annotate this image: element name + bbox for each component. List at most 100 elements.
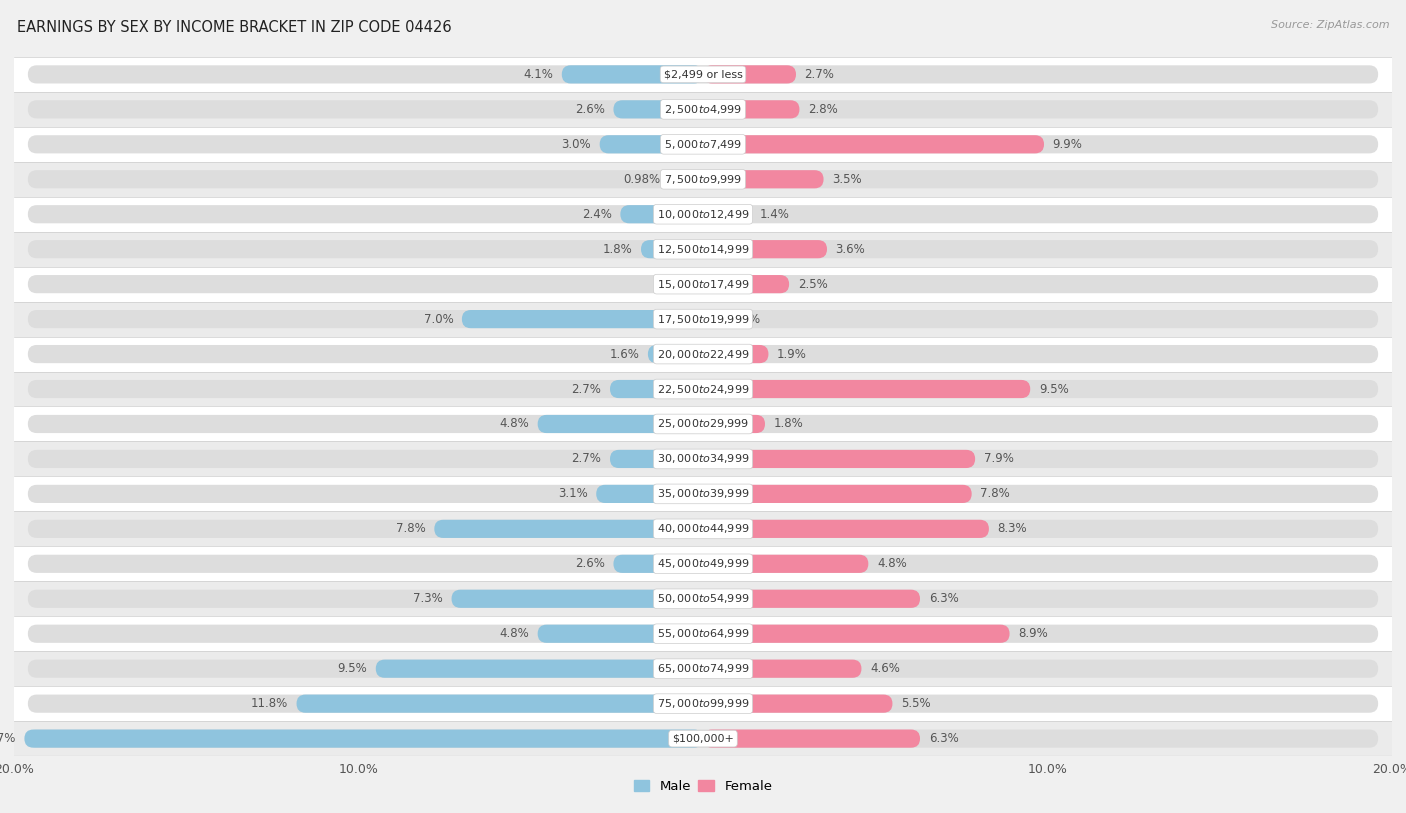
Bar xyxy=(14,511,1392,546)
FancyBboxPatch shape xyxy=(28,659,1378,678)
FancyBboxPatch shape xyxy=(28,589,1378,608)
Bar xyxy=(14,546,1392,581)
Bar xyxy=(14,162,1392,197)
Text: $12,500 to $14,999: $12,500 to $14,999 xyxy=(657,243,749,255)
Bar xyxy=(14,127,1392,162)
Text: 9.5%: 9.5% xyxy=(337,663,367,675)
FancyBboxPatch shape xyxy=(28,170,1378,189)
FancyBboxPatch shape xyxy=(613,100,703,119)
Legend: Male, Female: Male, Female xyxy=(628,775,778,798)
FancyBboxPatch shape xyxy=(703,589,920,608)
FancyBboxPatch shape xyxy=(703,345,769,363)
Text: $75,000 to $99,999: $75,000 to $99,999 xyxy=(657,698,749,710)
Bar xyxy=(14,616,1392,651)
FancyBboxPatch shape xyxy=(703,380,1031,398)
FancyBboxPatch shape xyxy=(703,65,796,84)
FancyBboxPatch shape xyxy=(703,310,714,328)
Text: 9.5%: 9.5% xyxy=(1039,383,1069,395)
FancyBboxPatch shape xyxy=(695,275,709,293)
Text: 9.9%: 9.9% xyxy=(1053,138,1083,150)
FancyBboxPatch shape xyxy=(461,310,703,328)
Text: 1.9%: 1.9% xyxy=(778,348,807,360)
Text: 1.6%: 1.6% xyxy=(609,348,640,360)
Bar xyxy=(14,476,1392,511)
Text: 4.8%: 4.8% xyxy=(499,418,529,430)
Bar xyxy=(14,581,1392,616)
FancyBboxPatch shape xyxy=(596,485,703,503)
FancyBboxPatch shape xyxy=(703,729,920,748)
FancyBboxPatch shape xyxy=(641,240,703,259)
Text: $15,000 to $17,499: $15,000 to $17,499 xyxy=(657,278,749,290)
Text: $25,000 to $29,999: $25,000 to $29,999 xyxy=(657,418,749,430)
Bar xyxy=(14,372,1392,406)
Text: $17,500 to $19,999: $17,500 to $19,999 xyxy=(657,313,749,325)
FancyBboxPatch shape xyxy=(703,485,972,503)
FancyBboxPatch shape xyxy=(613,554,703,573)
FancyBboxPatch shape xyxy=(28,520,1378,538)
FancyBboxPatch shape xyxy=(703,450,976,468)
FancyBboxPatch shape xyxy=(703,520,988,538)
FancyBboxPatch shape xyxy=(28,485,1378,503)
Text: 2.7%: 2.7% xyxy=(804,68,835,80)
Text: $10,000 to $12,499: $10,000 to $12,499 xyxy=(657,208,749,220)
Text: 19.7%: 19.7% xyxy=(0,733,15,745)
FancyBboxPatch shape xyxy=(599,135,703,154)
Text: 5.5%: 5.5% xyxy=(901,698,931,710)
Bar xyxy=(14,197,1392,232)
Text: $7,500 to $9,999: $7,500 to $9,999 xyxy=(664,173,742,185)
Text: 2.6%: 2.6% xyxy=(575,103,605,115)
FancyBboxPatch shape xyxy=(537,415,703,433)
FancyBboxPatch shape xyxy=(28,345,1378,363)
Text: $2,500 to $4,999: $2,500 to $4,999 xyxy=(664,103,742,115)
FancyBboxPatch shape xyxy=(375,659,703,678)
Text: $100,000+: $100,000+ xyxy=(672,733,734,744)
FancyBboxPatch shape xyxy=(24,729,703,748)
Bar xyxy=(14,267,1392,302)
Bar xyxy=(14,232,1392,267)
Text: 4.8%: 4.8% xyxy=(499,628,529,640)
Text: 1.8%: 1.8% xyxy=(773,418,803,430)
FancyBboxPatch shape xyxy=(703,275,789,293)
FancyBboxPatch shape xyxy=(28,729,1378,748)
FancyBboxPatch shape xyxy=(28,450,1378,468)
FancyBboxPatch shape xyxy=(562,65,703,84)
Text: 2.7%: 2.7% xyxy=(571,453,602,465)
Bar xyxy=(14,406,1392,441)
Bar xyxy=(14,721,1392,756)
FancyBboxPatch shape xyxy=(703,205,751,224)
FancyBboxPatch shape xyxy=(28,694,1378,713)
FancyBboxPatch shape xyxy=(669,170,703,189)
Text: 3.1%: 3.1% xyxy=(558,488,588,500)
FancyBboxPatch shape xyxy=(28,240,1378,259)
FancyBboxPatch shape xyxy=(28,380,1378,398)
Text: 3.5%: 3.5% xyxy=(832,173,862,185)
Text: 7.0%: 7.0% xyxy=(423,313,453,325)
Text: 7.8%: 7.8% xyxy=(396,523,426,535)
FancyBboxPatch shape xyxy=(28,275,1378,293)
Text: 2.8%: 2.8% xyxy=(808,103,838,115)
Bar xyxy=(14,337,1392,372)
FancyBboxPatch shape xyxy=(610,450,703,468)
Text: 4.8%: 4.8% xyxy=(877,558,907,570)
Text: EARNINGS BY SEX BY INCOME BRACKET IN ZIP CODE 04426: EARNINGS BY SEX BY INCOME BRACKET IN ZIP… xyxy=(17,20,451,35)
Text: 1.4%: 1.4% xyxy=(759,208,790,220)
Text: 0.1%: 0.1% xyxy=(661,278,690,290)
FancyBboxPatch shape xyxy=(703,415,765,433)
FancyBboxPatch shape xyxy=(451,589,703,608)
Text: 7.3%: 7.3% xyxy=(413,593,443,605)
FancyBboxPatch shape xyxy=(434,520,703,538)
FancyBboxPatch shape xyxy=(28,415,1378,433)
Text: 2.4%: 2.4% xyxy=(582,208,612,220)
Text: 11.8%: 11.8% xyxy=(250,698,288,710)
FancyBboxPatch shape xyxy=(648,345,703,363)
Text: 7.8%: 7.8% xyxy=(980,488,1010,500)
FancyBboxPatch shape xyxy=(28,554,1378,573)
Text: 1.8%: 1.8% xyxy=(603,243,633,255)
Text: $30,000 to $34,999: $30,000 to $34,999 xyxy=(657,453,749,465)
FancyBboxPatch shape xyxy=(28,65,1378,84)
Text: $40,000 to $44,999: $40,000 to $44,999 xyxy=(657,523,749,535)
FancyBboxPatch shape xyxy=(28,310,1378,328)
Text: $45,000 to $49,999: $45,000 to $49,999 xyxy=(657,558,749,570)
FancyBboxPatch shape xyxy=(703,694,893,713)
Text: $5,000 to $7,499: $5,000 to $7,499 xyxy=(664,138,742,150)
